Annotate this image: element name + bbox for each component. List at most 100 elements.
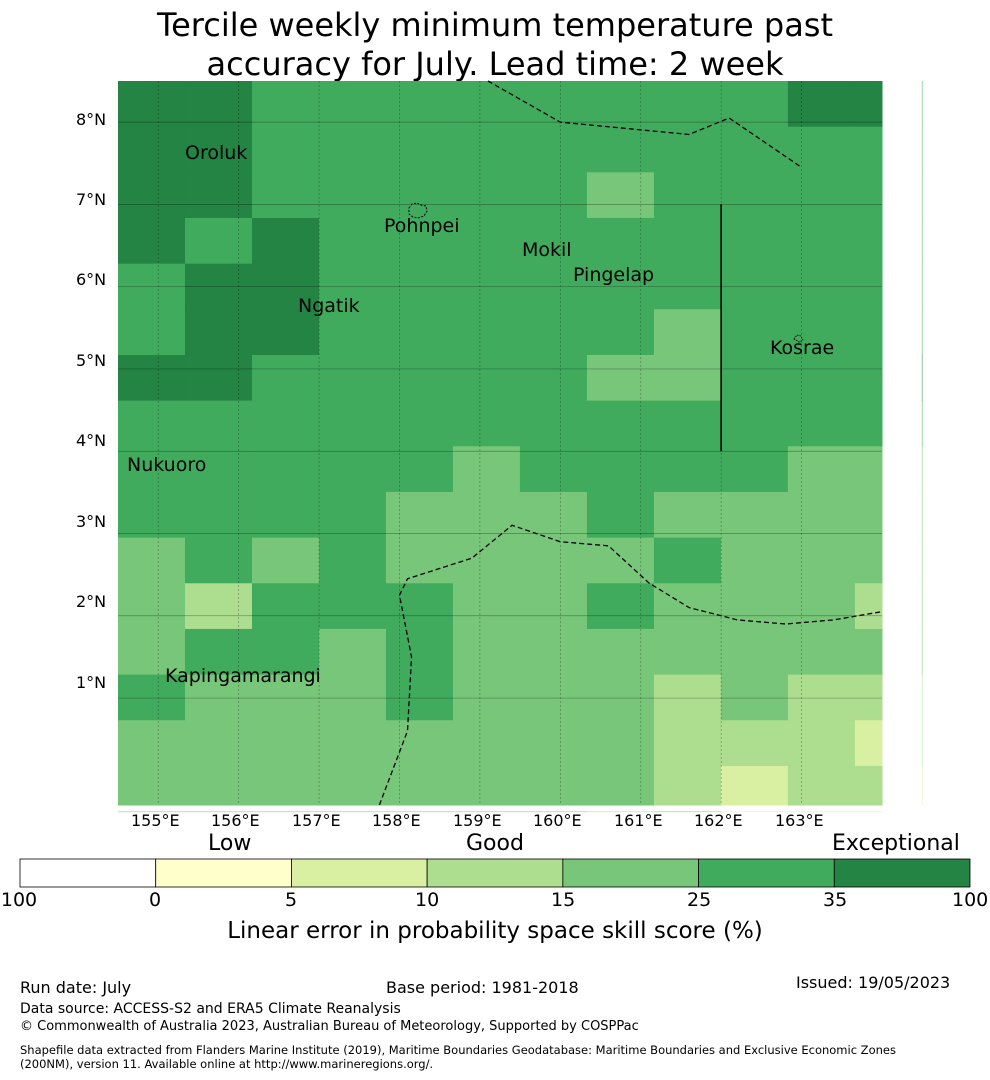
y-tick-label: 3°N <box>76 512 107 531</box>
skill-cell <box>385 628 454 676</box>
skill-cell <box>653 446 722 493</box>
skill-cell <box>921 309 923 356</box>
pohnpei-island <box>408 202 428 219</box>
skill-cell <box>787 309 856 356</box>
skill-cell <box>921 674 923 721</box>
skill-cell <box>787 720 856 767</box>
colorbar-bin <box>426 858 564 888</box>
skill-cell <box>787 354 856 402</box>
skill-cell <box>452 720 521 767</box>
skill-cell <box>653 765 722 806</box>
run-date: Run date: July <box>20 978 132 997</box>
skill-cell <box>720 217 789 265</box>
skill-cell <box>653 309 722 356</box>
place-label: Nukuoro <box>127 454 207 476</box>
skill-cell <box>452 400 521 447</box>
skill-cell <box>720 811 789 813</box>
skill-cell <box>586 491 655 539</box>
title-line-1: Tercile weekly minimum temperature past <box>156 6 834 44</box>
skill-cell <box>385 811 454 813</box>
y-tick-label: 2°N <box>76 592 107 611</box>
skill-cell <box>118 811 186 813</box>
skill-cell <box>519 126 588 173</box>
skill-cell <box>586 354 655 402</box>
skill-cell <box>921 172 923 219</box>
colorbar-tick-label: 100 <box>952 889 989 911</box>
skill-cell <box>251 674 320 721</box>
skill-cell <box>184 491 253 539</box>
colorbar-bin <box>19 858 157 888</box>
skill-cell <box>787 263 856 310</box>
skill-cell <box>921 126 923 173</box>
skill-cell <box>184 81 253 128</box>
skill-cell <box>118 400 186 447</box>
skill-cell <box>787 217 856 265</box>
colorbar-bin <box>155 858 292 888</box>
title-line-2: accuracy for July. Lead time: 2 week <box>206 45 784 83</box>
skill-cell <box>184 720 253 767</box>
skill-cell <box>385 263 454 310</box>
skill-cell <box>385 446 454 493</box>
skill-cell <box>720 537 789 584</box>
skill-cell <box>318 354 387 402</box>
skill-grid <box>118 81 923 813</box>
skill-cell <box>854 446 883 493</box>
skill-cell <box>118 583 186 630</box>
skill-cell <box>586 81 655 128</box>
x-tick-label: 161°E <box>614 811 663 830</box>
skill-cell <box>921 537 923 584</box>
skill-cell <box>586 628 655 676</box>
skill-cell <box>720 583 789 630</box>
skill-cell <box>385 354 454 402</box>
skill-cell <box>720 400 789 447</box>
skill-cell <box>720 765 789 806</box>
skill-cell <box>519 263 588 310</box>
skill-cell <box>452 263 521 310</box>
skill-cell <box>318 400 387 447</box>
skill-cell <box>854 720 883 767</box>
eez-boundary-line <box>487 80 802 168</box>
skill-cell <box>452 491 521 539</box>
place-label: Oroluk <box>185 142 248 164</box>
skill-cell <box>921 765 923 806</box>
skill-cell <box>184 537 253 584</box>
skill-cell <box>720 491 789 539</box>
skill-cell <box>385 674 454 721</box>
x-tick-label: 157°E <box>292 811 341 830</box>
skill-cell <box>452 172 521 219</box>
x-tick-label: 163°E <box>775 811 824 830</box>
skill-cell <box>318 217 387 265</box>
skill-cell <box>519 583 588 630</box>
skill-cell <box>318 628 387 676</box>
skill-cell <box>854 537 883 584</box>
skill-cell <box>586 674 655 721</box>
skill-cell <box>787 628 856 676</box>
copyright: © Commonwealth of Australia 2023, Austra… <box>20 1019 639 1034</box>
skill-cell <box>251 217 320 265</box>
x-tick-label: 155°E <box>131 811 180 830</box>
skill-cell <box>251 811 320 813</box>
skill-cell <box>452 674 521 721</box>
skill-cell <box>118 217 186 265</box>
skill-cell <box>118 628 186 676</box>
skill-cell <box>452 811 521 813</box>
skill-cell <box>586 263 655 310</box>
skill-cell <box>385 309 454 356</box>
skill-cell <box>318 765 387 806</box>
skill-cell <box>184 172 253 219</box>
skill-cell <box>787 126 856 173</box>
skill-cell <box>251 628 320 676</box>
skill-cell <box>251 400 320 447</box>
skill-cell <box>720 628 789 676</box>
skill-cell <box>921 446 923 493</box>
skill-cell <box>118 354 186 402</box>
skill-cell <box>519 446 588 493</box>
skill-cell <box>787 811 856 813</box>
skill-cell <box>854 126 883 173</box>
skill-cell <box>385 583 454 630</box>
skill-cell <box>586 811 655 813</box>
skill-cell <box>653 400 722 447</box>
colorbar-label: Linear error in probability space skill … <box>227 918 763 944</box>
skill-cell <box>653 674 722 721</box>
skill-cell <box>787 674 856 721</box>
